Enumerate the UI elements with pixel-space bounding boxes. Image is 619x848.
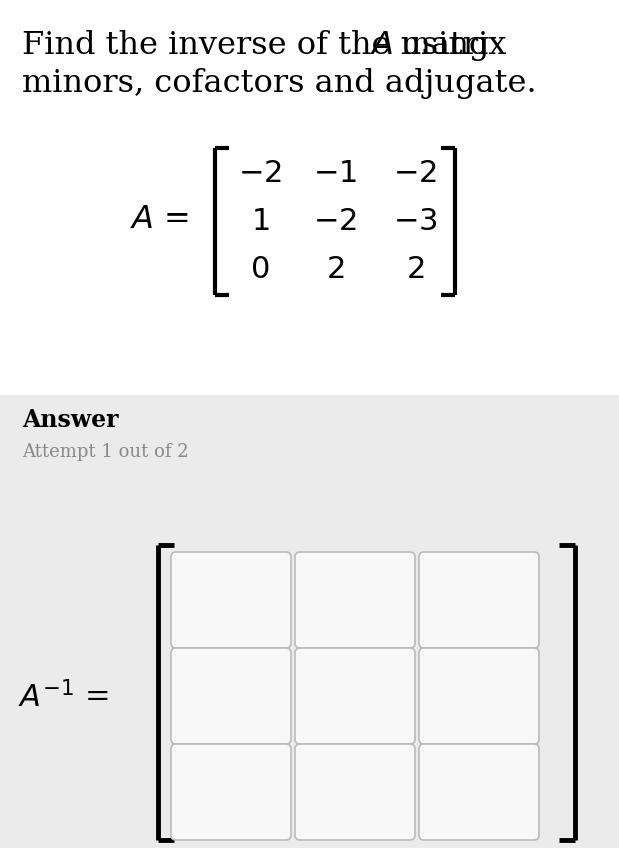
FancyBboxPatch shape (295, 648, 415, 744)
Text: $0$: $0$ (250, 254, 270, 286)
FancyBboxPatch shape (295, 744, 415, 840)
Text: $-2$: $-2$ (313, 207, 357, 237)
Bar (0, 0, 619, 395)
Text: using: using (391, 30, 490, 61)
FancyBboxPatch shape (419, 648, 539, 744)
Text: $2$: $2$ (326, 254, 344, 286)
FancyBboxPatch shape (171, 744, 291, 840)
Text: Attempt 1 out of 2: Attempt 1 out of 2 (22, 443, 189, 461)
Text: $-3$: $-3$ (392, 207, 437, 237)
FancyBboxPatch shape (419, 552, 539, 648)
Text: $1$: $1$ (251, 207, 269, 237)
FancyBboxPatch shape (419, 744, 539, 840)
FancyBboxPatch shape (171, 552, 291, 648)
Text: Answer: Answer (22, 408, 118, 432)
Text: $A^{-1}$ =: $A^{-1}$ = (18, 682, 109, 714)
FancyBboxPatch shape (295, 552, 415, 648)
Text: $\mathit{A}$ =: $\mathit{A}$ = (130, 204, 189, 236)
Text: $2$: $2$ (406, 254, 424, 286)
Bar (0, 395, 619, 848)
Text: $-2$: $-2$ (393, 158, 437, 188)
Text: $\mathit{A}$: $\mathit{A}$ (370, 30, 394, 61)
Text: minors, cofactors and adjugate.: minors, cofactors and adjugate. (22, 68, 537, 99)
FancyBboxPatch shape (171, 648, 291, 744)
Text: $-1$: $-1$ (313, 158, 357, 188)
Text: Find the inverse of the matrix: Find the inverse of the matrix (22, 30, 516, 61)
Text: $-2$: $-2$ (238, 158, 282, 188)
